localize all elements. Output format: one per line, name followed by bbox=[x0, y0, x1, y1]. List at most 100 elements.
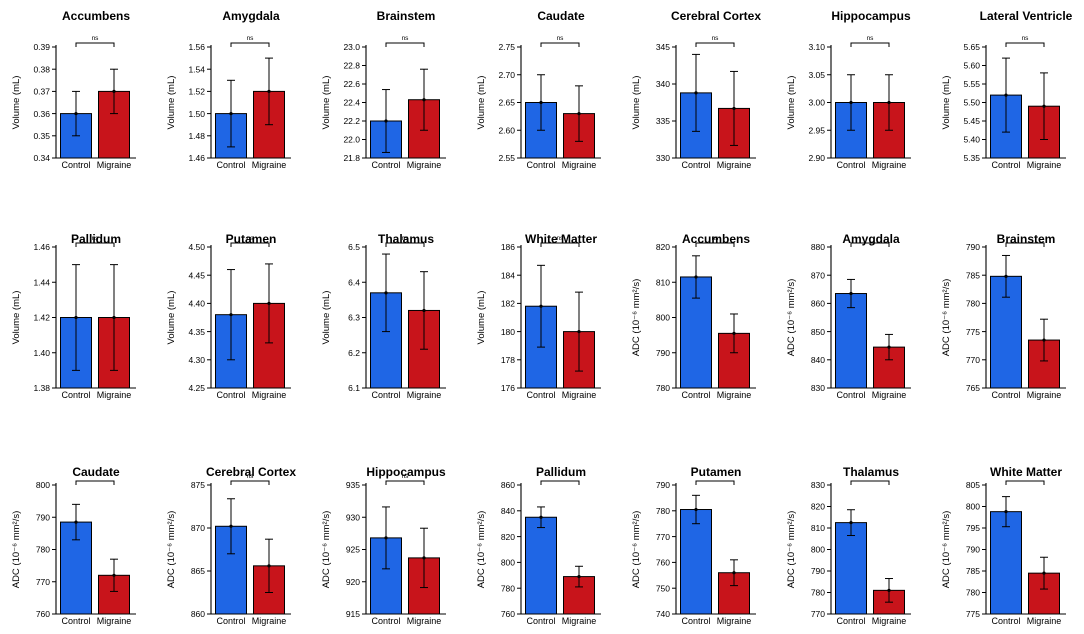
significance-label: ns bbox=[247, 35, 255, 42]
y-tick-label: 800 bbox=[36, 480, 50, 490]
y-axis-label: Volume (mL) bbox=[786, 76, 797, 130]
significance-bracket bbox=[75, 480, 115, 485]
mean-point bbox=[732, 331, 736, 335]
y-tick-label: 780 bbox=[966, 588, 980, 598]
y-tick-label: 870 bbox=[191, 523, 205, 533]
significance-bracket bbox=[1005, 480, 1045, 485]
y-tick-label: 1.48 bbox=[188, 131, 205, 141]
y-tick-label: 2.70 bbox=[498, 70, 515, 80]
y-axis-label: Volume (mL) bbox=[321, 76, 332, 130]
chart-panel-16: Cerebral Cortex ADC (10⁻⁶ mm²/s) 860 865 870… bbox=[166, 465, 296, 626]
mean-point bbox=[887, 588, 891, 592]
y-tick-label: 2.65 bbox=[498, 98, 515, 108]
y-tick-label: 3.10 bbox=[808, 42, 825, 52]
mean-point bbox=[1004, 93, 1008, 97]
x-category-label: Control bbox=[836, 616, 865, 626]
chart-panel-17: Hippocampus ADC (10⁻⁶ mm²/s) 915 920 925 930 9… bbox=[321, 465, 446, 626]
y-tick-label: 340 bbox=[656, 79, 670, 89]
y-tick-label: 770 bbox=[36, 577, 50, 587]
y-tick-label: 785 bbox=[966, 566, 980, 576]
y-tick-label: 860 bbox=[811, 299, 825, 309]
x-category-label: Migraine bbox=[97, 390, 132, 400]
y-tick-label: 930 bbox=[346, 512, 360, 522]
significance-bracket bbox=[850, 242, 890, 247]
mean-point bbox=[1042, 104, 1046, 108]
mean-point bbox=[267, 89, 271, 93]
bar-control bbox=[835, 293, 867, 389]
y-tick-label: 760 bbox=[656, 558, 670, 568]
y-tick-label: 2.95 bbox=[808, 125, 825, 135]
y-tick-label: 22.8 bbox=[343, 61, 360, 71]
mean-point bbox=[112, 315, 116, 320]
chart-panel-14: Brainstem ADC (10⁻⁶ mm²/s) 765 770 775 780 785… bbox=[941, 232, 1066, 400]
mean-point bbox=[1004, 510, 1008, 514]
y-tick-label: 860 bbox=[501, 480, 515, 490]
y-tick-label: 182 bbox=[501, 299, 515, 309]
y-tick-label: 5.50 bbox=[963, 98, 980, 108]
x-category-label: Migraine bbox=[562, 616, 597, 626]
significance-bracket bbox=[850, 480, 890, 485]
y-tick-label: 800 bbox=[811, 545, 825, 555]
mean-point bbox=[577, 330, 581, 334]
mean-point bbox=[422, 308, 426, 313]
chart-title: Caudate bbox=[72, 465, 120, 479]
mean-point bbox=[849, 521, 853, 525]
x-category-label: Control bbox=[371, 160, 400, 170]
significance-bracket bbox=[385, 242, 425, 247]
significance-bracket bbox=[850, 42, 890, 47]
y-tick-label: 795 bbox=[966, 523, 980, 533]
y-tick-label: 830 bbox=[811, 480, 825, 490]
y-tick-label: 6.4 bbox=[348, 277, 360, 287]
chart-panel-18: Pallidum ADC (10⁻⁶ mm²/s) 760 780 800 820 840 8… bbox=[476, 465, 601, 626]
significance-bracket bbox=[695, 480, 735, 485]
y-axis-label: Volume (mL) bbox=[11, 291, 22, 345]
chart-title: Amygdala bbox=[222, 9, 280, 23]
y-tick-label: 780 bbox=[966, 299, 980, 309]
y-tick-label: 860 bbox=[191, 609, 205, 619]
chart-title: Caudate bbox=[537, 9, 585, 23]
mean-point bbox=[384, 119, 388, 123]
mean-point bbox=[539, 304, 543, 308]
y-tick-label: 1.40 bbox=[33, 348, 50, 358]
significance-bracket bbox=[695, 242, 735, 247]
y-tick-label: 790 bbox=[656, 348, 670, 358]
y-tick-label: 840 bbox=[501, 506, 515, 516]
bar-control bbox=[680, 509, 712, 615]
chart-panel-19: Putamen ADC (10⁻⁶ mm²/s) 740 750 760 770 780 79… bbox=[631, 465, 756, 626]
chart-panel-20: Thalamus ADC (10⁻⁶ mm²/s) 770 780 790 800 810 8… bbox=[786, 465, 911, 626]
significance-label: ns bbox=[402, 235, 410, 242]
mean-point bbox=[732, 571, 736, 575]
y-tick-label: 840 bbox=[811, 355, 825, 365]
y-tick-label: 0.37 bbox=[33, 87, 50, 97]
x-category-label: Migraine bbox=[252, 390, 287, 400]
significance-bracket bbox=[75, 242, 115, 247]
y-axis-label: Volume (mL) bbox=[166, 291, 177, 345]
significance-label: ns bbox=[1022, 35, 1030, 42]
mean-point bbox=[267, 301, 271, 305]
y-axis-label: ADC (10⁻⁶ mm²/s) bbox=[631, 279, 642, 357]
significance-bracket bbox=[540, 480, 580, 485]
y-tick-label: 935 bbox=[346, 480, 360, 490]
mean-point bbox=[732, 106, 736, 111]
significance-bracket bbox=[75, 42, 115, 47]
mean-point bbox=[229, 524, 233, 528]
y-axis-label: Volume (mL) bbox=[476, 291, 487, 345]
y-tick-label: 805 bbox=[966, 480, 980, 490]
chart-panel-4: Caudate Volume (mL) 2.55 2.60 2.65 2.70 2.75 Co… bbox=[476, 9, 601, 170]
mean-point bbox=[112, 89, 116, 93]
y-tick-label: 178 bbox=[501, 355, 515, 365]
y-tick-label: 790 bbox=[811, 566, 825, 576]
mean-point bbox=[74, 112, 78, 116]
y-axis-label: Volume (mL) bbox=[476, 76, 487, 130]
chart-title: Thalamus bbox=[843, 465, 899, 479]
significance-label: ns bbox=[247, 473, 255, 480]
y-tick-label: 780 bbox=[656, 383, 670, 393]
significance-bracket bbox=[1005, 242, 1045, 247]
y-tick-label: 790 bbox=[656, 480, 670, 490]
y-tick-label: 1.46 bbox=[33, 242, 50, 252]
y-tick-label: 765 bbox=[966, 383, 980, 393]
y-tick-label: 22.6 bbox=[343, 79, 360, 89]
chart-title: Putamen bbox=[691, 465, 742, 479]
y-tick-label: 345 bbox=[656, 42, 670, 52]
x-category-label: Migraine bbox=[1027, 160, 1062, 170]
